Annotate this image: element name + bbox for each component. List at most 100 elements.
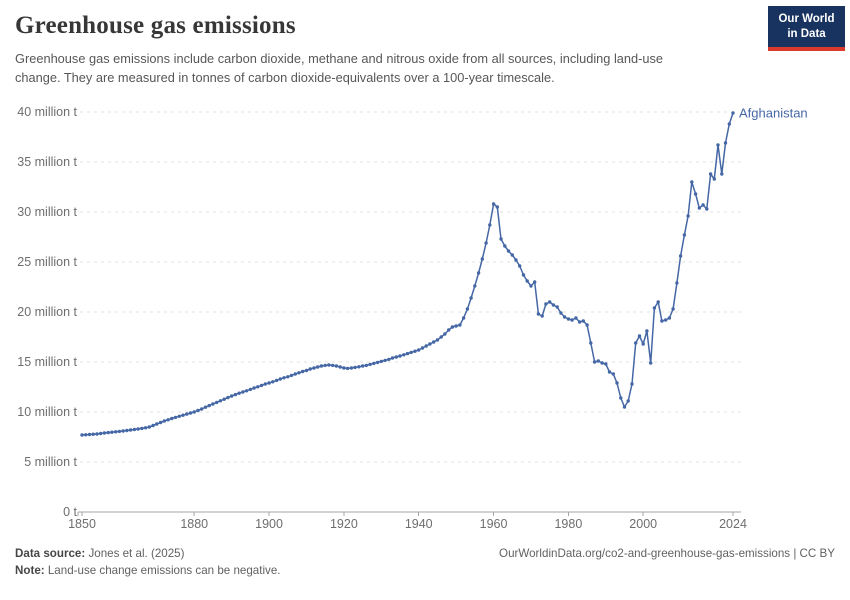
data-point (200, 407, 204, 411)
data-point (256, 385, 260, 389)
data-point (645, 329, 649, 333)
data-point (140, 426, 144, 431)
data-point (312, 366, 316, 370)
data-point (716, 143, 720, 147)
data-point (413, 349, 417, 353)
data-point (510, 253, 514, 257)
data-point (555, 305, 559, 309)
data-point (634, 341, 638, 345)
data-point (398, 354, 402, 358)
data-point (136, 427, 140, 431)
data-point (211, 402, 215, 406)
data-point (99, 431, 103, 436)
data-point (375, 360, 380, 365)
data-point (697, 206, 701, 210)
data-point (143, 426, 148, 430)
data-point (394, 355, 398, 359)
data-point (417, 348, 421, 352)
data-point (626, 399, 630, 403)
data-point (690, 180, 694, 184)
data-point (566, 317, 571, 321)
data-point (402, 353, 406, 357)
data-point (447, 328, 451, 332)
data-point (596, 359, 600, 363)
data-point (125, 428, 129, 433)
chart-subtitle: Greenhouse gas emissions include carbon … (15, 51, 664, 86)
data-point (218, 399, 223, 403)
data-point (499, 237, 503, 241)
data-point (559, 311, 563, 315)
owid-url-link[interactable]: OurWorldinData.org/co2-and-greenhouse-ga… (499, 547, 835, 560)
data-point (151, 423, 155, 428)
y-tick-label: 10 million t (17, 405, 77, 419)
data-point (248, 387, 253, 392)
data-point (495, 205, 499, 209)
x-tick-label-2000: 2000 (629, 517, 657, 531)
owid-logo-text: Our World in Data (768, 6, 845, 47)
data-point (252, 386, 256, 390)
data-point (170, 416, 174, 421)
data-point (364, 363, 368, 368)
data-point (405, 351, 410, 356)
data-point (570, 318, 574, 322)
data-point (215, 400, 219, 405)
data-point (529, 284, 533, 288)
data-point (263, 382, 267, 386)
data-point (503, 244, 507, 248)
data-point (274, 378, 279, 383)
y-tick-label: 0 t (63, 505, 77, 519)
data-point (671, 307, 675, 311)
data-point (409, 350, 413, 355)
chart-header: Greenhouse gas emissions Greenhouse gas … (15, 12, 835, 87)
data-point (611, 372, 615, 376)
data-point (95, 432, 99, 436)
data-point (323, 363, 327, 368)
data-point (316, 365, 320, 369)
data-point (185, 412, 189, 416)
data-point (353, 365, 357, 370)
data-point (192, 410, 196, 414)
data-point (244, 389, 249, 393)
data-point (675, 281, 679, 285)
chart-canvas[interactable]: 0 t 5 million t 10 million t 15 million t 20… (0, 95, 850, 540)
data-point (473, 284, 477, 288)
data-point (226, 395, 230, 400)
data-source[interactable]: Data source: Jones et al. (2025) (15, 547, 185, 560)
data-point (637, 334, 642, 338)
x-tick-label-1850: 1850 (68, 517, 96, 531)
data-point (454, 324, 458, 328)
data-point (491, 202, 496, 206)
x-tick-label-2024: 2024 (719, 517, 747, 531)
data-point (110, 430, 114, 434)
series-label-afghanistan[interactable]: Afghanistan (739, 106, 808, 121)
data-point (450, 325, 455, 329)
data-point (282, 376, 286, 380)
x-tick-label-1920: 1920 (330, 517, 358, 531)
data-point (278, 377, 282, 381)
data-point (465, 307, 470, 311)
data-point (435, 338, 440, 342)
data-point (518, 264, 522, 268)
data-point (693, 192, 698, 196)
data-point (342, 366, 346, 370)
data-point (589, 341, 593, 345)
data-point (428, 342, 432, 346)
data-point (230, 394, 234, 398)
data-point (461, 316, 466, 320)
data-point (241, 390, 245, 394)
data-point (259, 383, 264, 388)
data-point (521, 273, 526, 277)
x-tick-label-1900: 1900 (255, 517, 283, 531)
y-tick-label: 20 million t (17, 305, 77, 319)
data-point (469, 296, 473, 300)
data-point (308, 367, 312, 371)
chart-footer: Data source: Jones et al. (2025) OurWorl… (15, 546, 835, 580)
series-line-afghanistan[interactable] (81, 112, 734, 436)
data-point (117, 429, 122, 434)
data-point (390, 356, 395, 360)
data-point (664, 318, 668, 322)
data-point (293, 372, 297, 376)
owid-logo[interactable]: Our World in Data (768, 6, 845, 51)
data-point (652, 306, 657, 310)
data-point (577, 320, 582, 324)
